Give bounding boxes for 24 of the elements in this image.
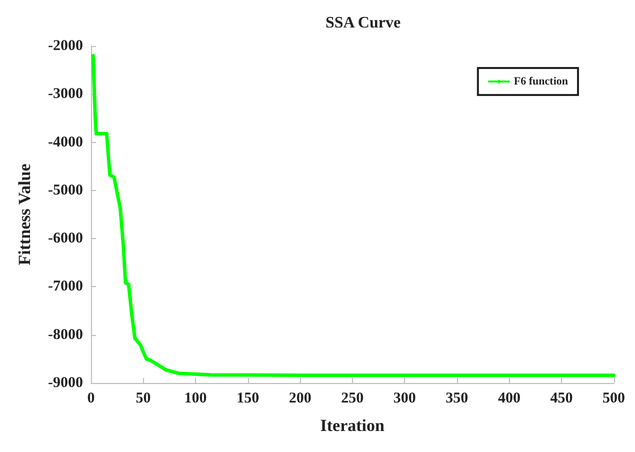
y-tick-label: -4000 xyxy=(48,134,83,150)
x-tick-label: 350 xyxy=(446,390,468,406)
x-tick-label: 500 xyxy=(602,390,625,406)
x-tick-label: 400 xyxy=(498,390,520,406)
line-series xyxy=(91,54,616,378)
y-tick-label: -7000 xyxy=(48,278,83,295)
y-tick-label: -9000 xyxy=(48,375,83,391)
x-tick-label: 100 xyxy=(184,390,207,406)
y-tick-label: -5000 xyxy=(48,182,83,198)
x-tick-label: 200 xyxy=(288,390,312,406)
chart-title: SSA Curve xyxy=(325,14,401,32)
x-tick-label: 50 xyxy=(136,390,151,406)
x-tick-label: 450 xyxy=(550,390,573,406)
y-tick-label: -6000 xyxy=(48,230,83,247)
legend-label: F6 function xyxy=(514,76,568,88)
x-tick-label: 300 xyxy=(393,390,416,406)
y-axis-title: Fittness Value xyxy=(15,163,34,266)
x-tick-label: 0 xyxy=(87,390,95,406)
y-tick-label: -2000 xyxy=(48,38,83,54)
x-tick-label: 150 xyxy=(236,390,260,406)
y-tick-label: -3000 xyxy=(48,86,83,102)
x-axis-title: Iteration xyxy=(320,416,386,435)
x-tick-label: 250 xyxy=(341,390,364,406)
y-tick-label: -8000 xyxy=(48,326,83,343)
